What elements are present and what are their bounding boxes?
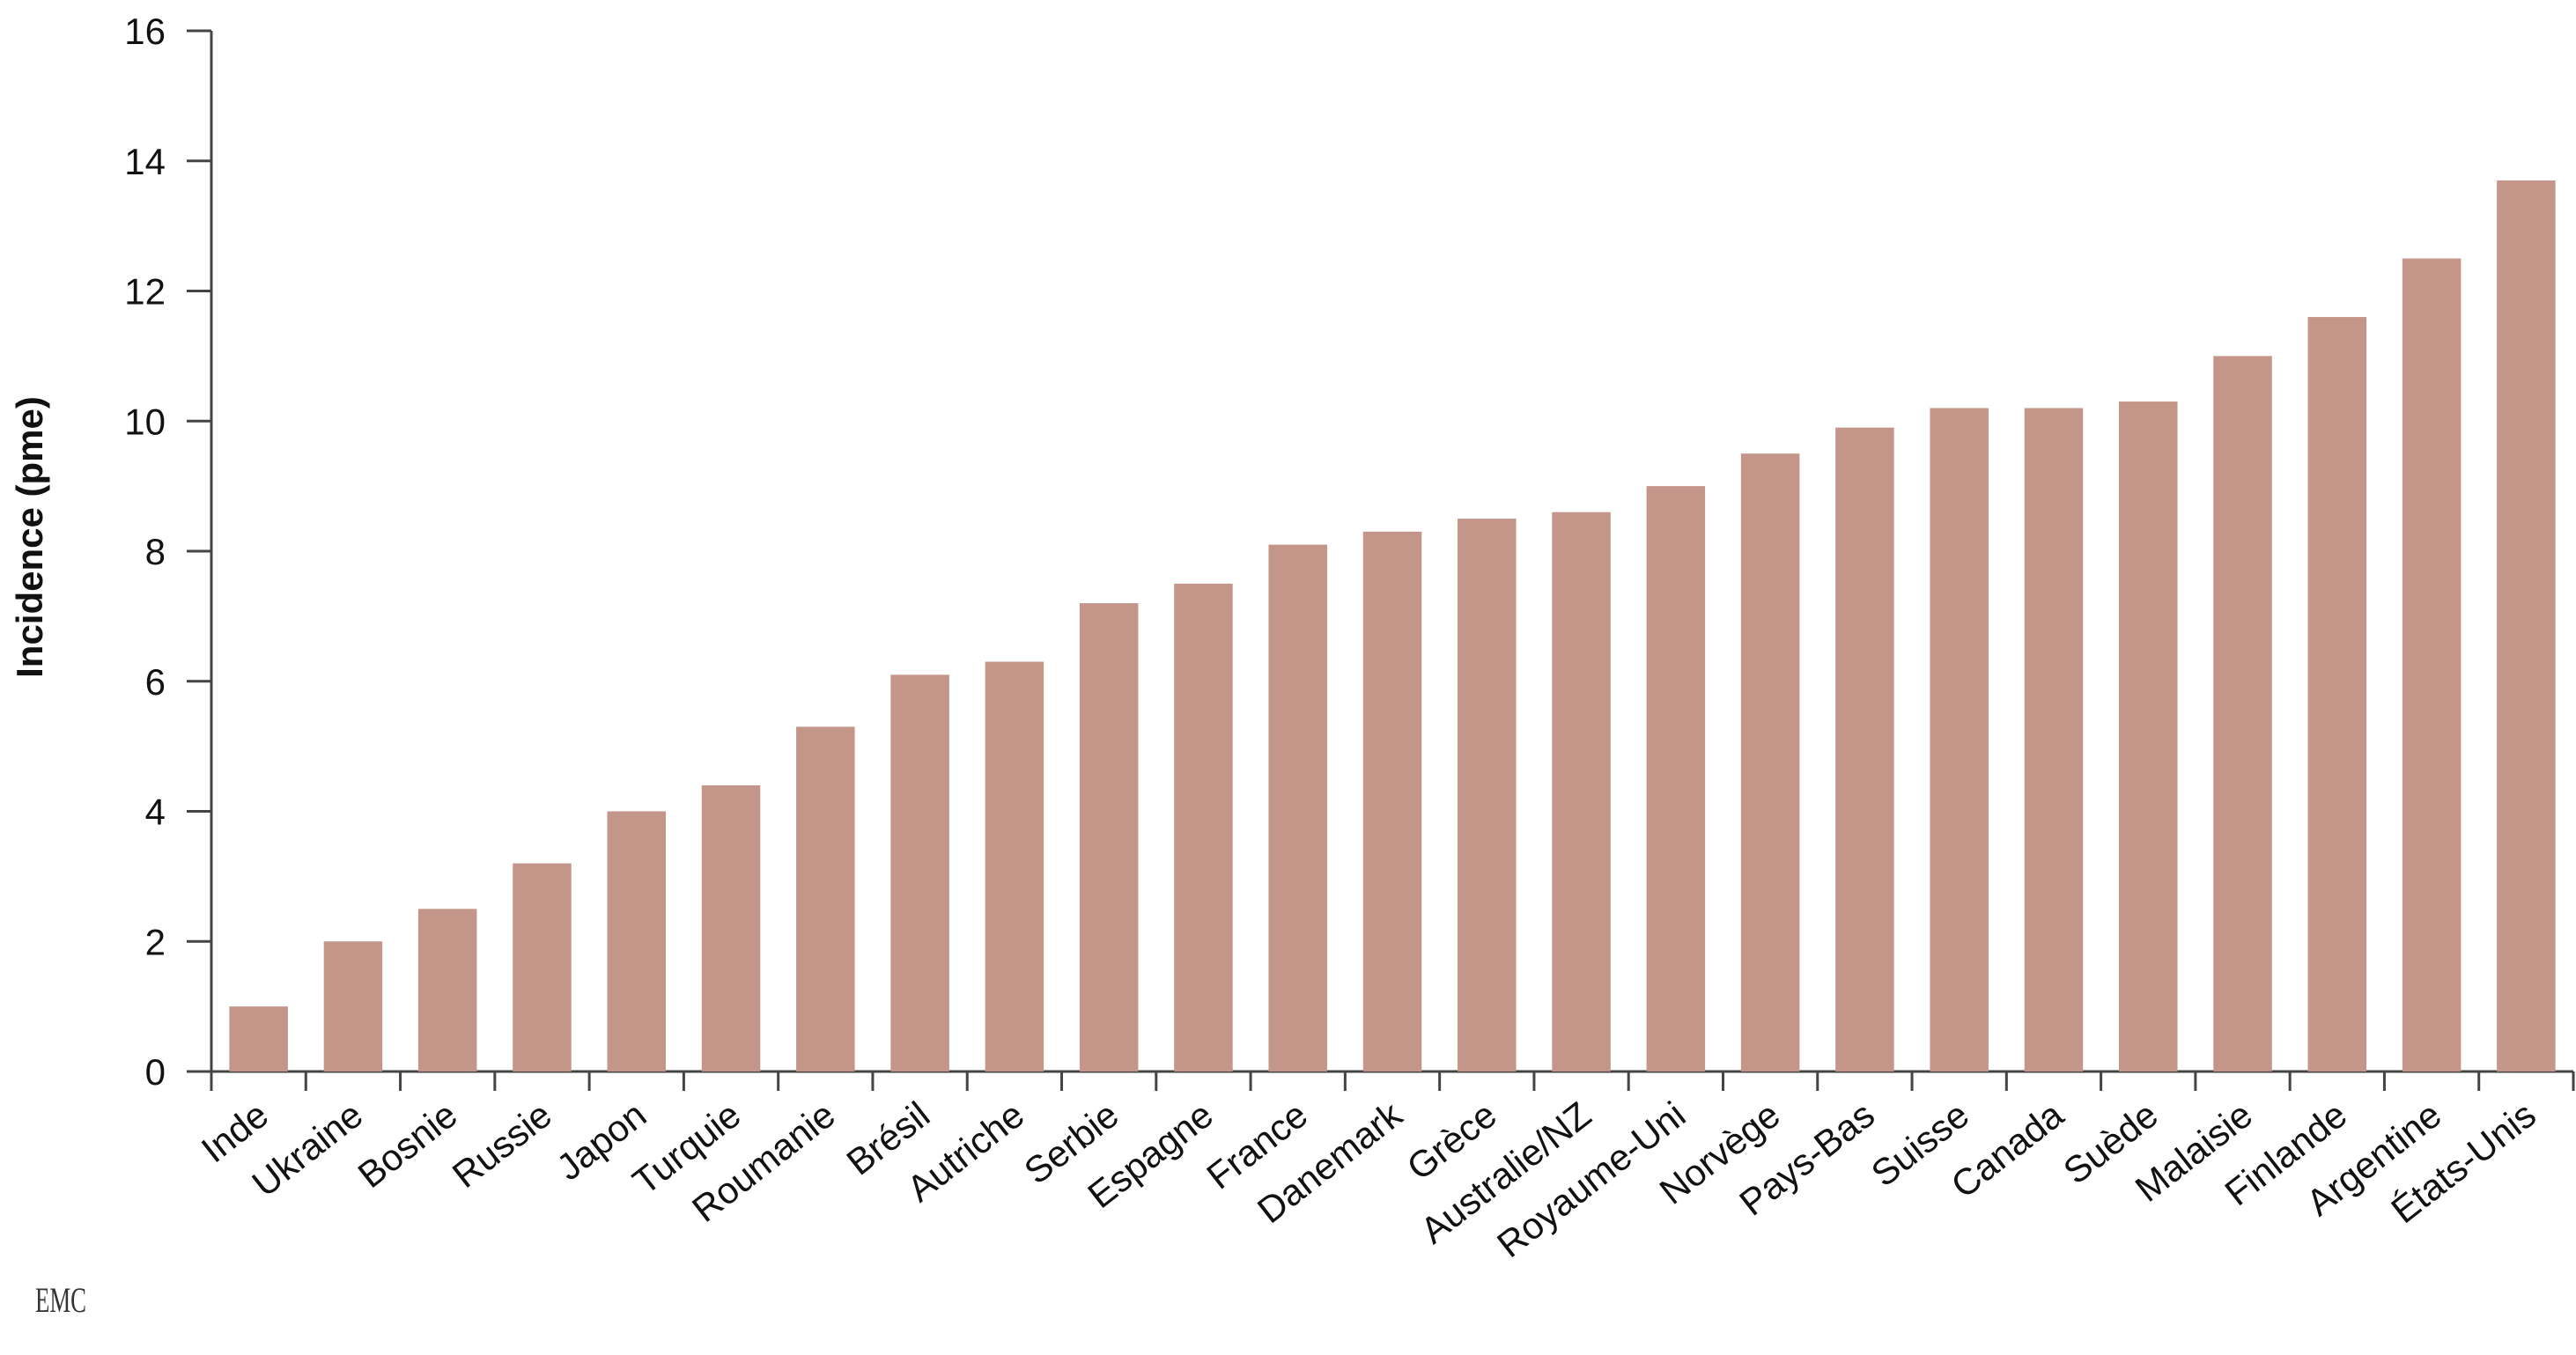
bar xyxy=(1646,486,1706,1071)
y-tick-label: 4 xyxy=(145,792,166,833)
bar xyxy=(985,661,1044,1071)
emc-logo: EMC xyxy=(35,1280,86,1320)
bar xyxy=(796,726,855,1071)
bar xyxy=(2497,180,2556,1072)
bar xyxy=(1079,603,1139,1071)
bar xyxy=(513,863,572,1071)
bar xyxy=(2024,408,2084,1072)
bar xyxy=(1552,512,1611,1071)
x-axis xyxy=(210,1070,2575,1091)
bar xyxy=(1458,519,1517,1071)
bar xyxy=(2307,317,2367,1071)
bar xyxy=(417,909,477,1071)
y-tick-label: 2 xyxy=(145,921,166,962)
bar xyxy=(607,811,667,1071)
bar xyxy=(1930,408,1989,1072)
bar xyxy=(1835,427,1894,1071)
bar xyxy=(323,941,383,1071)
bar xyxy=(2118,401,2178,1071)
bar xyxy=(1362,531,1422,1071)
bar xyxy=(890,674,949,1071)
y-tick-label: 6 xyxy=(145,661,166,703)
y-tick-label: 0 xyxy=(145,1051,166,1093)
bar xyxy=(2213,356,2272,1071)
bar xyxy=(2402,258,2462,1071)
bars xyxy=(229,180,2556,1072)
y-tick-label: 10 xyxy=(124,401,166,442)
y-tick-label: 16 xyxy=(124,11,166,52)
bar xyxy=(229,1006,288,1071)
category-label: Bosnie xyxy=(351,1094,465,1196)
y-tick-label: 14 xyxy=(124,141,166,182)
y-axis-label: Incidence (pme) xyxy=(9,396,50,678)
category-label: Russie xyxy=(445,1094,559,1196)
y-axis: 0 2 4 6 8 10 12 14 16 xyxy=(124,11,213,1093)
y-tick-label: 8 xyxy=(145,531,166,572)
bar xyxy=(1174,583,1233,1071)
bar xyxy=(1268,544,1327,1071)
y-tick-label: 12 xyxy=(124,271,166,313)
bar xyxy=(701,784,761,1071)
bar xyxy=(1740,453,1800,1071)
category-labels: IndeUkraineBosnieRussieJaponTurquieRouma… xyxy=(194,1093,2543,1265)
